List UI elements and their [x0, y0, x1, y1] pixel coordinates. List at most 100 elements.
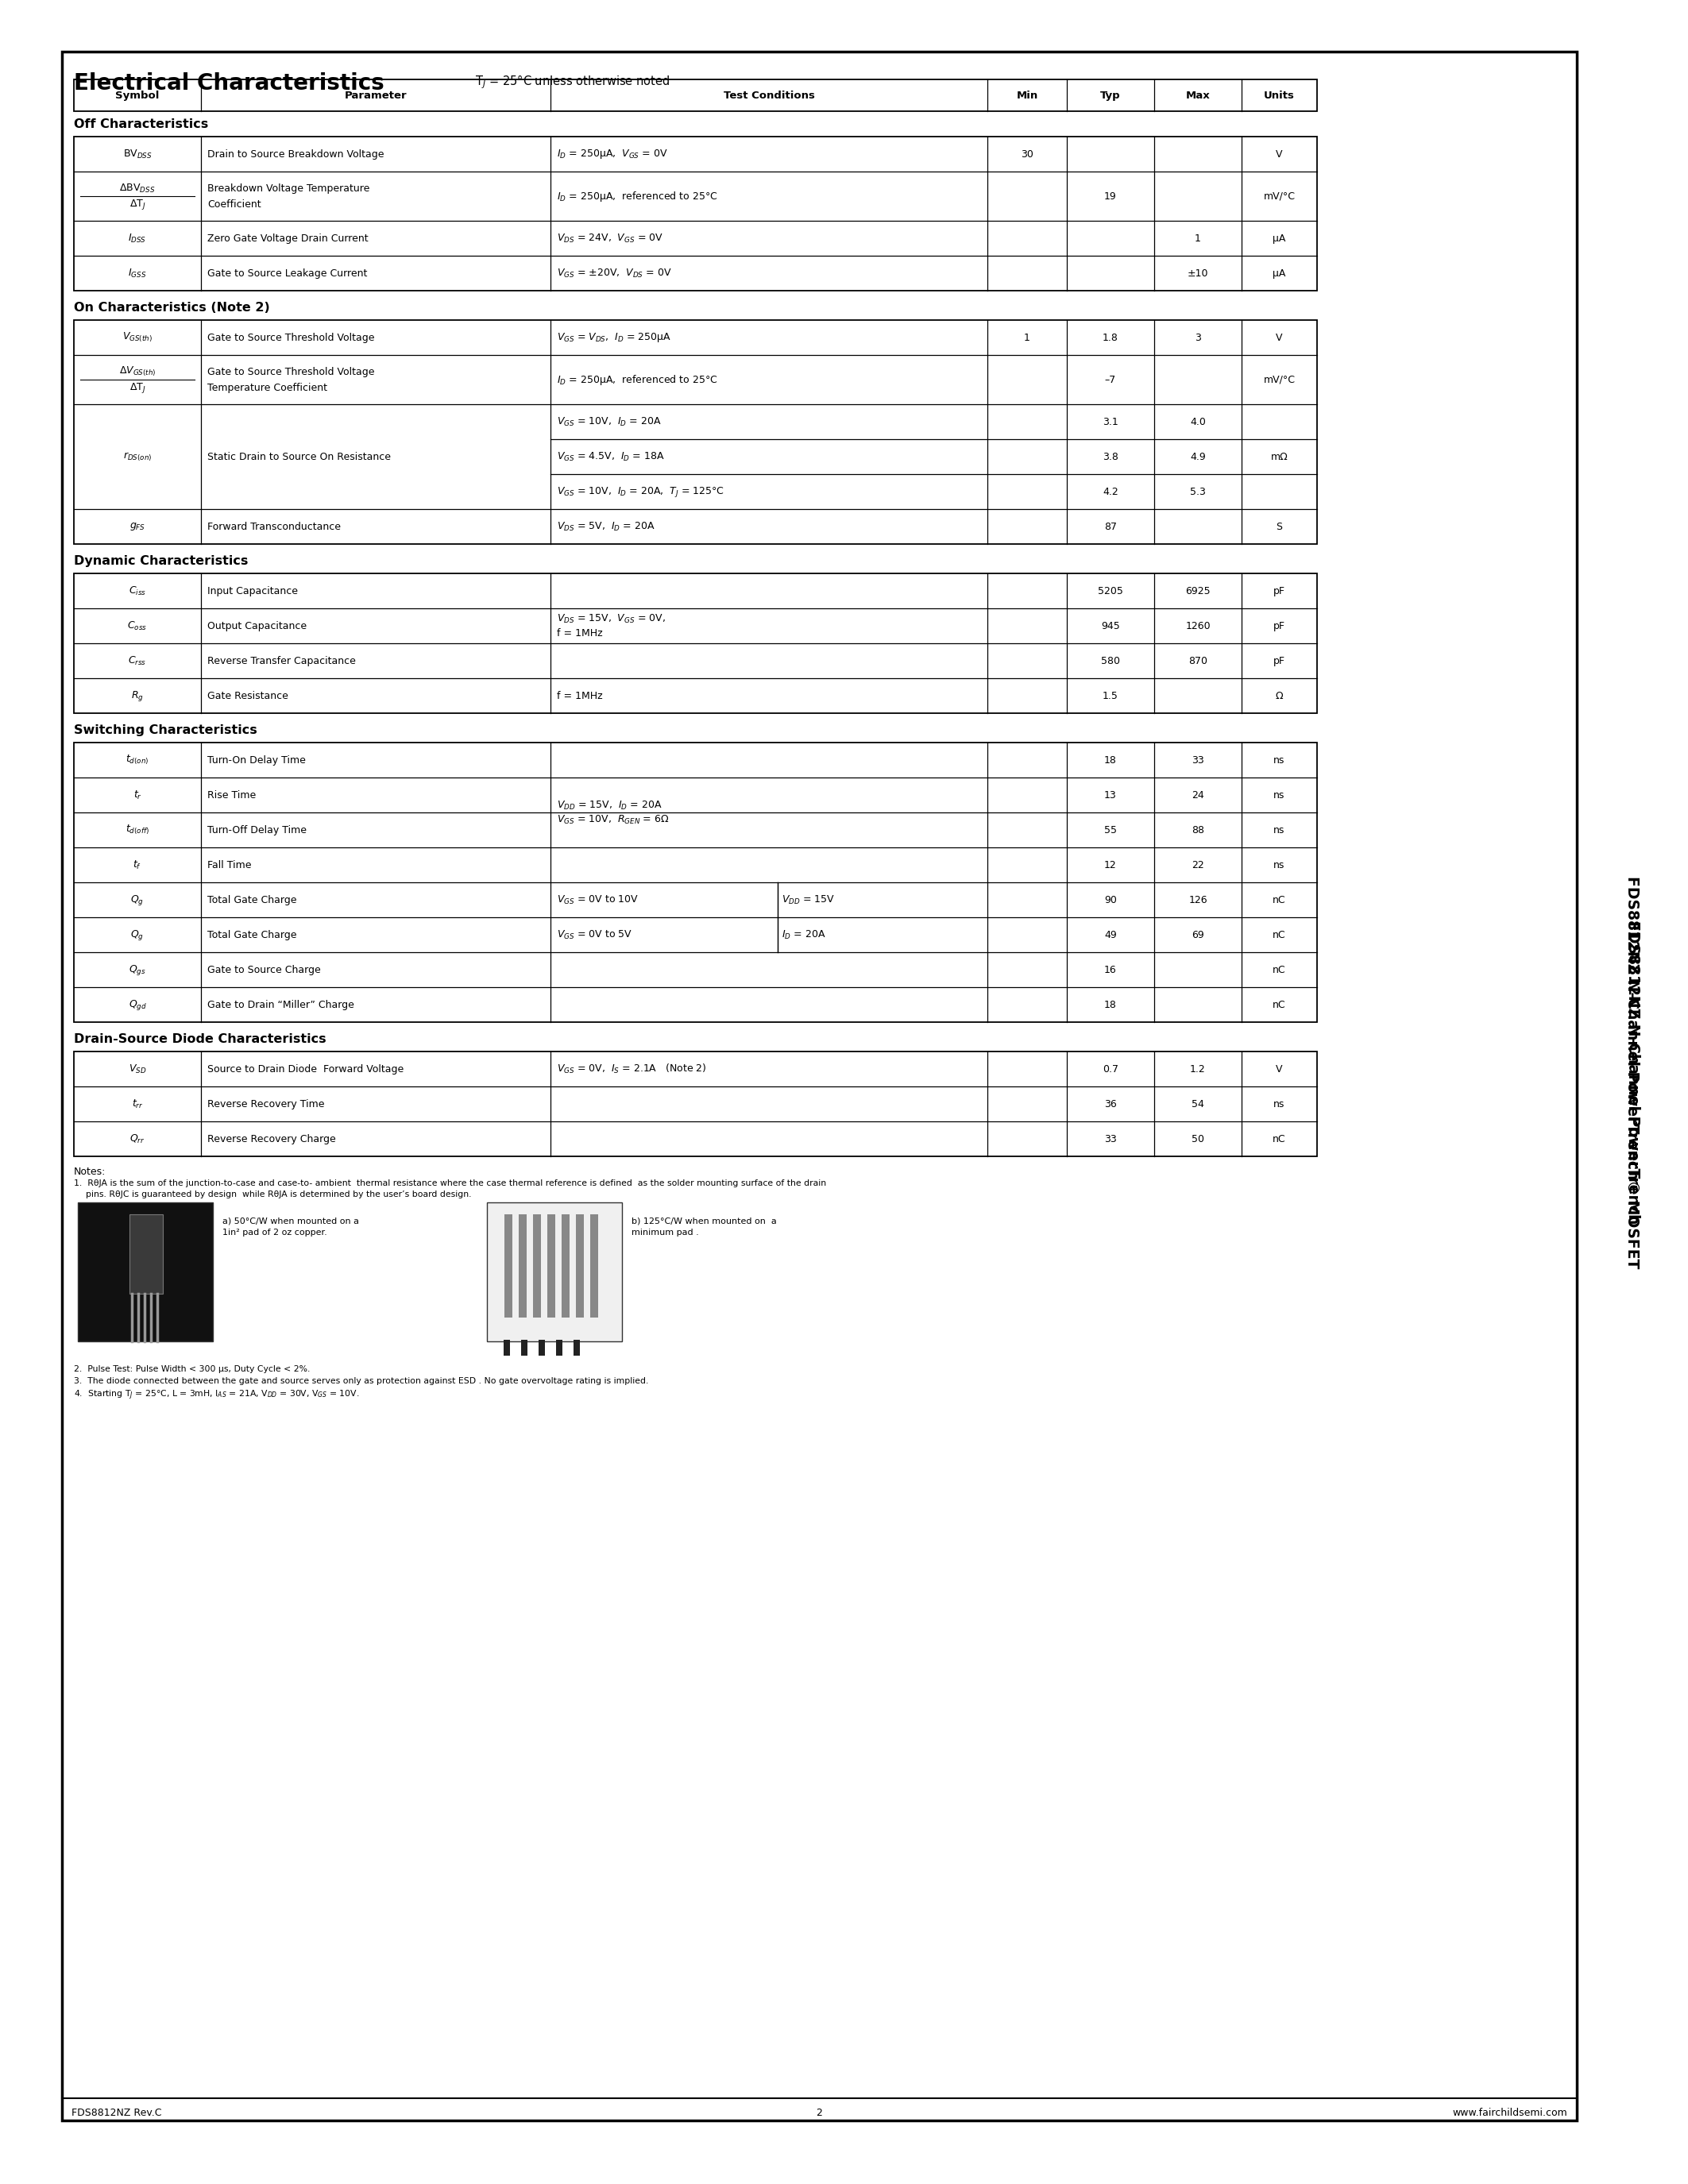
Text: 87: 87: [1104, 522, 1117, 531]
Text: $C_{rss}$: $C_{rss}$: [128, 655, 147, 666]
Text: 3.  The diode connected between the gate and source serves only as protection ag: 3. The diode connected between the gate …: [74, 1378, 648, 1385]
Bar: [74, 321, 1317, 544]
Text: $I_{DSS}$: $I_{DSS}$: [128, 232, 147, 245]
Text: 22: 22: [1192, 860, 1204, 869]
Text: $V_{GS}$ = 4.5V,  $I_D$ = 18A: $V_{GS}$ = 4.5V, $I_D$ = 18A: [557, 450, 665, 463]
Text: 1.8: 1.8: [1102, 332, 1119, 343]
Bar: [591, 1214, 598, 1317]
Text: Input Capacitance: Input Capacitance: [208, 585, 297, 596]
Circle shape: [571, 1354, 582, 1365]
Text: mV/°C: mV/°C: [1263, 190, 1295, 201]
Text: $Q_{gs}$: $Q_{gs}$: [128, 963, 147, 976]
Text: Output Capacitance: Output Capacitance: [208, 620, 307, 631]
Text: Zero Gate Voltage Drain Current: Zero Gate Voltage Drain Current: [208, 234, 368, 242]
Text: $t_f$: $t_f$: [133, 858, 142, 871]
Text: $t_r$: $t_r$: [133, 788, 142, 802]
Text: 580: 580: [1101, 655, 1121, 666]
Bar: [562, 1214, 569, 1317]
Text: Off Characteristics: Off Characteristics: [74, 118, 208, 129]
Bar: [74, 574, 1317, 714]
Text: ΔBV$_{DSS}$: ΔBV$_{DSS}$: [120, 181, 155, 194]
Text: Max: Max: [1185, 90, 1210, 100]
Text: Gate to Source Threshold Voltage: Gate to Source Threshold Voltage: [208, 332, 375, 343]
Text: $V_{GS}$ = ±20V,  $V_{DS}$ = 0V: $V_{GS}$ = ±20V, $V_{DS}$ = 0V: [557, 266, 672, 280]
Text: ns: ns: [1274, 860, 1285, 869]
Text: nC: nC: [1273, 930, 1286, 939]
Bar: [503, 1339, 510, 1356]
Text: Gate to Source Charge: Gate to Source Charge: [208, 965, 321, 974]
Text: 69: 69: [1192, 930, 1204, 939]
Text: 6925: 6925: [1185, 585, 1210, 596]
Text: $C_{iss}$: $C_{iss}$: [128, 585, 147, 596]
Text: 19: 19: [1104, 190, 1117, 201]
Text: Switching Characteristics: Switching Characteristics: [74, 723, 257, 736]
Text: 4.  Starting T$_J$ = 25°C, L = 3mH, I$_{AS}$ = 21A, V$_{DD}$ = 30V, V$_{GS}$ = 1: 4. Starting T$_J$ = 25°C, L = 3mH, I$_{A…: [74, 1389, 360, 1402]
Text: On Characteristics (Note 2): On Characteristics (Note 2): [74, 301, 270, 312]
Text: 3: 3: [1195, 332, 1202, 343]
Text: $I_D$ = 250μA,  referenced to 25°C: $I_D$ = 250μA, referenced to 25°C: [557, 373, 717, 387]
Text: Reverse Recovery Charge: Reverse Recovery Charge: [208, 1133, 336, 1144]
Bar: [522, 1339, 527, 1356]
Text: $t_{d(off)}$: $t_{d(off)}$: [125, 823, 149, 836]
Text: 88: 88: [1192, 826, 1204, 834]
Text: Ω: Ω: [1276, 690, 1283, 701]
Text: Reverse Transfer Capacitance: Reverse Transfer Capacitance: [208, 655, 356, 666]
Text: 1.5: 1.5: [1102, 690, 1119, 701]
Circle shape: [501, 1354, 513, 1365]
Text: ΔT$_J$: ΔT$_J$: [130, 197, 145, 212]
Text: $V_{DD}$ = 15V,  $I_D$ = 20A: $V_{DD}$ = 15V, $I_D$ = 20A: [557, 799, 662, 810]
Text: $I_D$ = 20A: $I_D$ = 20A: [782, 928, 825, 941]
Text: $V_{GS}$ = 0V to 10V: $V_{GS}$ = 0V to 10V: [557, 893, 638, 906]
Bar: [62, 52, 1577, 2121]
Text: FDS8812NZ Rev.C: FDS8812NZ Rev.C: [71, 2108, 162, 2118]
Text: $V_{GS}$ = 0V,  $I_S$ = 2.1A   (Note 2): $V_{GS}$ = 0V, $I_S$ = 2.1A (Note 2): [557, 1064, 707, 1075]
Bar: [555, 1339, 562, 1356]
Text: T$_J$ = 25°C unless otherwise noted: T$_J$ = 25°C unless otherwise noted: [474, 74, 670, 90]
Text: nC: nC: [1273, 1000, 1286, 1009]
Text: a) 50°C/W when mounted on a: a) 50°C/W when mounted on a: [223, 1216, 360, 1225]
Text: f = 1MHz: f = 1MHz: [557, 690, 603, 701]
Text: pF: pF: [1273, 585, 1285, 596]
Text: 54: 54: [1192, 1099, 1204, 1109]
Text: mV/°C: mV/°C: [1263, 373, 1295, 384]
Text: Δ$V_{GS(th)}$: Δ$V_{GS(th)}$: [118, 365, 155, 378]
Text: pF: pF: [1273, 655, 1285, 666]
Text: BV$_{DSS}$: BV$_{DSS}$: [123, 149, 152, 159]
Bar: [574, 1339, 581, 1356]
Bar: [576, 1214, 584, 1317]
Text: FDS8812NZ N-Channel PowerTrench: FDS8812NZ N-Channel PowerTrench: [1626, 919, 1641, 1223]
Text: $Q_g$: $Q_g$: [130, 893, 143, 906]
Text: b) 125°C/W when mounted on  a: b) 125°C/W when mounted on a: [631, 1216, 776, 1225]
Text: $r_{DS(on)}$: $r_{DS(on)}$: [123, 450, 152, 463]
Text: ns: ns: [1274, 756, 1285, 764]
Text: $V_{DD}$ = 15V: $V_{DD}$ = 15V: [782, 893, 836, 906]
Text: 33: 33: [1192, 756, 1204, 764]
Text: Turn-On Delay Time: Turn-On Delay Time: [208, 756, 306, 764]
Text: Min: Min: [1016, 90, 1038, 100]
Text: Drain to Source Breakdown Voltage: Drain to Source Breakdown Voltage: [208, 149, 385, 159]
Text: 1.2: 1.2: [1190, 1064, 1205, 1075]
Text: Typ: Typ: [1101, 90, 1121, 100]
Text: $C_{oss}$: $C_{oss}$: [128, 620, 147, 631]
Text: Notes:: Notes:: [74, 1166, 106, 1177]
Text: 90: 90: [1104, 895, 1117, 904]
Text: ns: ns: [1274, 826, 1285, 834]
Text: μA: μA: [1273, 234, 1286, 242]
Text: Turn-Off Delay Time: Turn-Off Delay Time: [208, 826, 307, 834]
Text: $g_{FS}$: $g_{FS}$: [130, 522, 145, 533]
Text: $t_{rr}$: $t_{rr}$: [132, 1099, 143, 1109]
Text: nC: nC: [1273, 965, 1286, 974]
Text: Forward Transconductance: Forward Transconductance: [208, 522, 341, 531]
Text: Rise Time: Rise Time: [208, 791, 257, 799]
Text: $I_D$ = 250μA,  referenced to 25°C: $I_D$ = 250μA, referenced to 25°C: [557, 190, 717, 203]
Text: 55: 55: [1104, 826, 1117, 834]
Text: $V_{GS}$ = 0V to 5V: $V_{GS}$ = 0V to 5V: [557, 928, 633, 941]
Circle shape: [518, 1354, 530, 1365]
Text: $V_{SD}$: $V_{SD}$: [128, 1064, 147, 1075]
Bar: [74, 79, 1317, 111]
Text: $R_g$: $R_g$: [132, 688, 143, 703]
Text: Total Gate Charge: Total Gate Charge: [208, 895, 297, 904]
Text: $I_D$ = 250μA,  $V_{GS}$ = 0V: $I_D$ = 250μA, $V_{GS}$ = 0V: [557, 149, 668, 159]
Text: Dynamic Characteristics: Dynamic Characteristics: [74, 555, 248, 566]
Text: $Q_{gd}$: $Q_{gd}$: [128, 998, 147, 1011]
